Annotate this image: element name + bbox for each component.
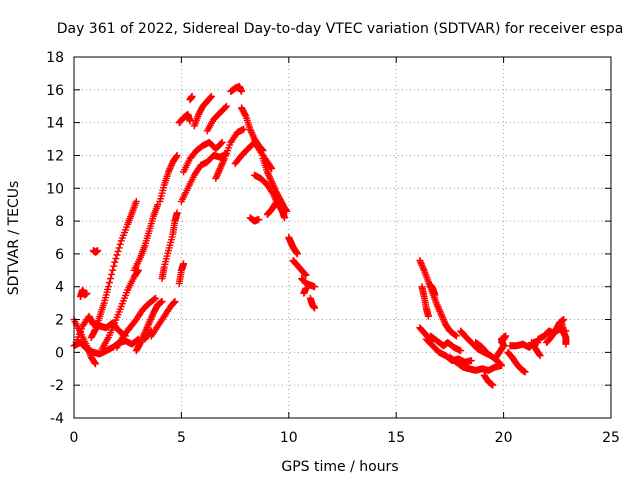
y-tick-label: 0 — [55, 345, 64, 361]
data-point — [467, 357, 475, 365]
data-point — [451, 331, 459, 339]
data-point — [112, 255, 120, 263]
data-point — [431, 291, 439, 299]
data-point — [482, 348, 490, 356]
data-point — [109, 266, 117, 274]
y-axis: -4 -2 0 2 4 6 8 10 12 14 16 18 — [46, 50, 611, 427]
data-point — [207, 92, 215, 100]
data-point — [113, 251, 121, 259]
y-tick-label: 10 — [46, 181, 64, 197]
x-tick-label: 0 — [70, 430, 79, 446]
data-point — [91, 359, 99, 367]
data-point — [105, 279, 113, 287]
data-point — [241, 111, 249, 119]
data-point — [238, 87, 246, 95]
data-point — [172, 153, 180, 161]
data-point — [283, 207, 291, 215]
data-point — [258, 146, 266, 154]
x-tick-label: 20 — [495, 430, 513, 446]
x-axis: 0 5 10 15 20 25 — [70, 57, 620, 446]
data-point — [217, 139, 225, 147]
data-point — [91, 360, 99, 368]
data-point — [111, 258, 119, 266]
data-point — [152, 294, 160, 302]
data-point — [521, 368, 529, 376]
data-point — [293, 250, 301, 258]
data-point — [83, 289, 91, 297]
data-point — [180, 260, 188, 268]
y-tick-label: 16 — [46, 83, 64, 99]
y-tick-label: 2 — [55, 313, 64, 329]
data-point — [535, 351, 543, 359]
data-point — [151, 295, 159, 303]
data-point — [311, 304, 319, 312]
data-point — [268, 165, 276, 173]
y-tick-label: 18 — [46, 50, 64, 66]
x-tick-label: 25 — [602, 430, 620, 446]
data-point — [255, 215, 263, 223]
data-point — [107, 275, 115, 283]
data-point — [536, 352, 544, 360]
data-point — [170, 298, 178, 306]
y-tick-label: 4 — [55, 280, 64, 296]
data-point — [452, 332, 460, 340]
data-point — [188, 92, 196, 100]
data-point — [489, 381, 497, 389]
data-point — [457, 347, 465, 355]
chart-title: Day 361 of 2022, Sidereal Day-to-day VTE… — [57, 21, 624, 37]
plot-frame — [73, 56, 612, 419]
data-point — [114, 247, 122, 255]
data-point — [259, 147, 267, 155]
x-axis-label: GPS time / hours — [281, 459, 398, 475]
data-point — [146, 328, 154, 336]
y-tick-label: 6 — [55, 247, 64, 263]
data-point — [272, 199, 280, 207]
grid — [74, 57, 611, 418]
data-point — [158, 297, 166, 305]
data-point — [171, 297, 179, 305]
x-tick-label: 15 — [387, 430, 405, 446]
y-tick-label: 8 — [55, 214, 64, 230]
data-point — [223, 102, 231, 110]
data-point — [110, 262, 118, 270]
x-tick-label: 10 — [280, 430, 298, 446]
x-tick-label: 5 — [177, 430, 186, 446]
y-tick-label: 12 — [46, 148, 64, 164]
data-point — [221, 103, 229, 111]
data-point — [91, 327, 99, 335]
data-point — [311, 283, 319, 291]
data-point — [302, 271, 310, 279]
data-points — [70, 83, 570, 389]
y-axis-label: SDTVAR / TECUs — [6, 181, 22, 296]
data-point — [497, 339, 505, 347]
data-point — [173, 209, 181, 217]
y-tick-label: 14 — [46, 116, 64, 132]
data-point — [147, 327, 155, 335]
data-point — [281, 214, 289, 222]
data-point — [301, 270, 309, 278]
data-point — [240, 125, 248, 133]
data-point — [186, 117, 194, 125]
data-point — [482, 348, 490, 356]
data-point — [173, 151, 181, 159]
data-point — [104, 283, 112, 291]
data-point — [302, 284, 310, 292]
y-tick-label: -2 — [50, 378, 64, 394]
data-point — [497, 361, 505, 369]
data-point — [271, 200, 279, 208]
data-point — [562, 340, 570, 348]
data-point — [115, 244, 123, 252]
data-point — [116, 240, 124, 248]
data-point — [94, 247, 102, 255]
y-tick-label: -4 — [50, 411, 64, 427]
data-point — [424, 312, 432, 320]
data-point — [207, 93, 215, 101]
data-point — [498, 337, 506, 345]
data-point — [108, 270, 116, 278]
data-point — [218, 138, 226, 146]
data-point — [497, 361, 505, 369]
data-point — [132, 197, 140, 205]
